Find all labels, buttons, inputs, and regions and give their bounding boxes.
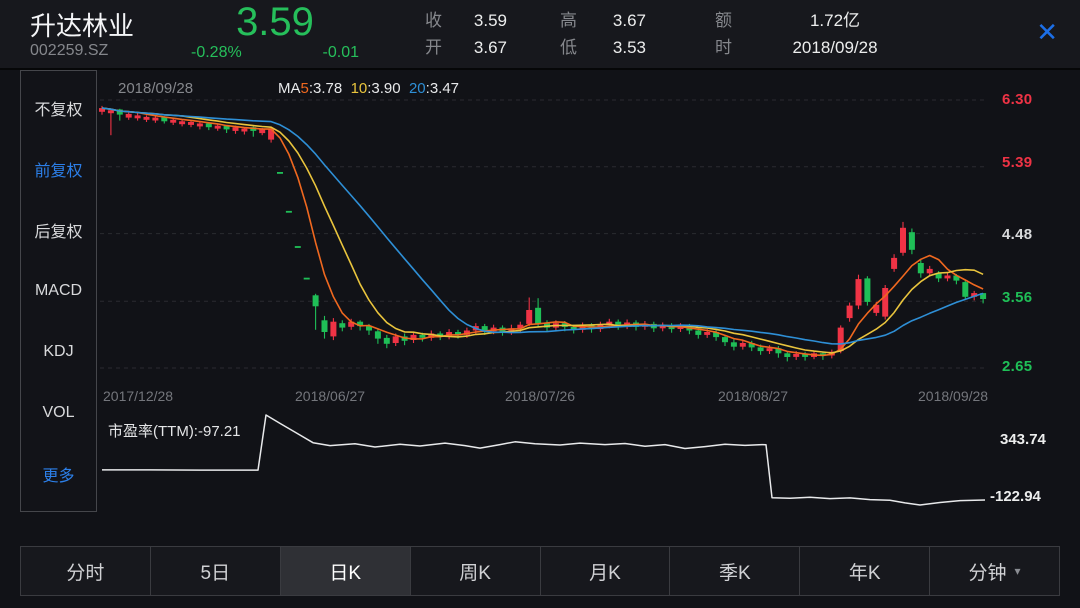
stat-value-time: 2018/09/28 (792, 38, 878, 57)
sidebar-item-kdj[interactable]: KDJ (43, 343, 74, 361)
period-tabbar: 分时 5日 日K 周K 月K 季K 年K 分钟 ▾ (20, 546, 1060, 596)
sidebar-item-vol[interactable]: VOL (42, 404, 75, 422)
chart-settings-sidebar: 不复权 前复权 后复权 MACD KDJ VOL 更多 (20, 70, 97, 512)
sidebar-item-forward-adjust[interactable]: 前复权 (34, 162, 83, 180)
stat-value-low: 3.53 (612, 38, 646, 57)
stat-value-open: 3.67 (473, 38, 507, 57)
sidebar-item-backward-adjust[interactable]: 后复权 (34, 223, 83, 241)
tab-quarterly-k[interactable]: 季K (670, 547, 801, 595)
sidebar-item-no-adjust[interactable]: 不复权 (34, 101, 83, 119)
stat-label-high: 高 (560, 11, 577, 30)
tab-daily-k[interactable]: 日K (280, 547, 411, 595)
tab-monthly-k[interactable]: 月K (541, 547, 671, 595)
candlestick-chart[interactable] (0, 68, 1080, 540)
stat-label-low: 低 (560, 38, 577, 57)
stats-col-3: 额 1.72亿 时 2018/09/28 (715, 7, 915, 61)
stock-code: 002259.SZ (30, 42, 109, 59)
stat-label-open: 开 (425, 38, 442, 57)
sidebar-item-macd[interactable]: MACD (34, 281, 83, 299)
tab-minute-k[interactable]: 分钟 ▾ (930, 547, 1059, 595)
stat-label-amount: 额 (715, 11, 732, 30)
stat-label-close: 收 (425, 11, 442, 30)
change-percent: -0.28% (191, 44, 242, 61)
tab-weekly-k[interactable]: 周K (411, 547, 541, 595)
stock-title: 升达林业 (30, 11, 135, 41)
tab-yearly-k[interactable]: 年K (800, 547, 931, 595)
price-change-row: -0.28% -0.01 (185, 44, 365, 62)
tab-minute-label: 分钟 (968, 562, 1007, 584)
header: 升达林业 002259.SZ 3.59 -0.28% -0.01 收 3.59 开… (0, 0, 1080, 70)
stat-label-time: 时 (715, 38, 732, 57)
tab-intraday[interactable]: 分时 (21, 547, 151, 595)
chevron-down-icon: ▾ (1014, 564, 1021, 578)
stat-value-amount: 1.72亿 (809, 11, 861, 30)
stat-value-high: 3.67 (612, 11, 646, 30)
sidebar-item-more[interactable]: 更多 (42, 468, 75, 486)
stats-col-2: 高 3.67 低 3.53 (560, 7, 646, 61)
stat-value-close: 3.59 (473, 11, 507, 30)
close-icon[interactable]: ✕ (1036, 17, 1058, 47)
stats-col-1: 收 3.59 开 3.67 (425, 7, 507, 61)
last-price: 3.59 (236, 0, 314, 44)
change-absolute: -0.01 (322, 44, 359, 61)
tab-5day[interactable]: 5日 (151, 547, 281, 595)
